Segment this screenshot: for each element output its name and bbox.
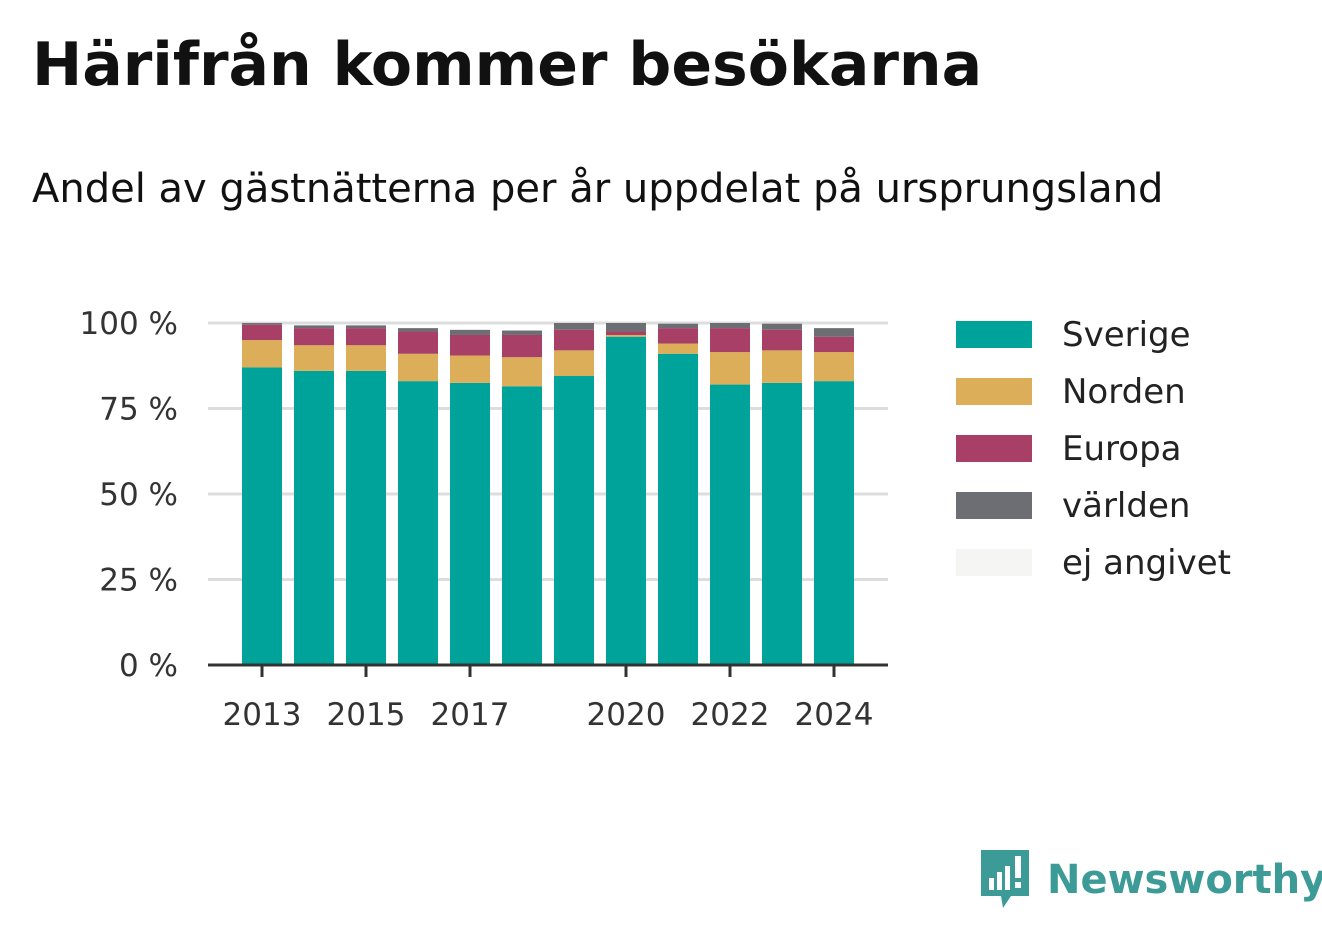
legend-swatch: [956, 378, 1032, 405]
brand-logo: Newsworthy: [981, 850, 1322, 910]
bar-segment: [554, 376, 594, 665]
axes: 0 % 25 % 50 % 75 % 100 % 2013 2015 2017 2020 2022…: [80, 306, 888, 733]
x-tick-label: 2022: [691, 697, 770, 733]
bar-segment: [242, 340, 282, 368]
bar-segment: [710, 323, 750, 329]
bar-segment: [762, 323, 802, 330]
bar-segment: [762, 329, 802, 351]
bar-segment: [242, 367, 282, 665]
x-tick-label: 2017: [431, 697, 510, 733]
bar-segment: [606, 336, 646, 665]
legend-swatch: [956, 492, 1032, 519]
bar-segment: [554, 323, 594, 330]
bar-segment: [346, 325, 386, 329]
bar-segment: [710, 328, 750, 353]
bar-segment: [658, 323, 698, 329]
legend-swatch: [956, 321, 1032, 348]
chart-title: Härifrån kommer besökarna: [32, 30, 983, 100]
bar-segment: [554, 329, 594, 351]
bar-segment: [450, 329, 490, 335]
legend-swatch: [956, 435, 1032, 462]
bar-segment: [346, 345, 386, 371]
chart-subtitle: Andel av gästnätterna per år uppdelat på…: [32, 166, 1164, 212]
bar-segment: [710, 384, 750, 665]
y-tick-label: 75 %: [99, 392, 178, 428]
y-tick-label: 25 %: [99, 563, 178, 599]
bar-segment: [398, 381, 438, 665]
y-tick-label: 50 %: [99, 477, 178, 513]
bar-segment: [294, 325, 334, 329]
brand-name: Newsworthy: [1047, 857, 1322, 903]
bar-segment: [398, 328, 438, 332]
stacked-bar-chart: 0 % 25 % 50 % 75 % 100 % 2013 2015 2017 2020 2022…: [80, 306, 888, 733]
bar-segment: [398, 353, 438, 382]
x-tick-label: 2015: [327, 697, 406, 733]
bar-segment: [814, 381, 854, 665]
bar-segment: [294, 328, 334, 346]
legend-label: Norden: [1062, 371, 1186, 412]
x-tick-label: 2020: [587, 697, 666, 733]
bar-segment: [242, 324, 282, 341]
bar-segment: [814, 328, 854, 337]
legend-item: Norden: [956, 363, 1231, 420]
legend-item: ej angivet: [956, 534, 1231, 591]
x-tick-label: 2024: [795, 697, 874, 733]
y-tick-label: 0 %: [119, 648, 178, 684]
bar-segment: [658, 328, 698, 344]
x-tick-label: 2013: [223, 697, 302, 733]
bar-segment: [242, 323, 282, 325]
legend-label: världen: [1062, 485, 1191, 526]
bar-segment: [346, 370, 386, 665]
bar-segment: [450, 334, 490, 356]
bar-segment: [658, 343, 698, 354]
bar-stacks: [242, 323, 854, 665]
bar-segment: [762, 350, 802, 383]
legend-item: Sverige: [956, 306, 1231, 363]
bar-segment: [450, 355, 490, 383]
bar-segment: [710, 352, 750, 385]
bar-segment: [346, 328, 386, 346]
bar-segment: [606, 331, 646, 335]
legend-swatch: [956, 549, 1032, 576]
bar-segment: [554, 350, 594, 377]
legend-item: världen: [956, 477, 1231, 534]
bar-segment: [502, 330, 542, 335]
bar-segment: [606, 334, 646, 337]
bar-segment: [658, 353, 698, 665]
bar-segment: [502, 386, 542, 665]
legend-label: ej angivet: [1062, 542, 1231, 583]
bar-segment: [450, 382, 490, 665]
bar-segment: [294, 370, 334, 665]
bar-segment: [502, 357, 542, 387]
y-tick-label: 100 %: [80, 306, 178, 342]
bar-segment: [502, 334, 542, 358]
legend-label: Sverige: [1062, 314, 1191, 355]
bar-segment: [294, 345, 334, 371]
bar-segment: [814, 336, 854, 353]
bar-segment: [606, 323, 646, 332]
legend: Sverige Norden Europa världen ej angivet: [956, 306, 1231, 591]
legend-item: Europa: [956, 420, 1231, 477]
bar-segment: [398, 331, 438, 354]
legend-label: Europa: [1062, 428, 1182, 469]
newsworthy-logo-icon: [981, 850, 1029, 908]
bar-segment: [814, 352, 854, 382]
bar-segment: [762, 382, 802, 665]
